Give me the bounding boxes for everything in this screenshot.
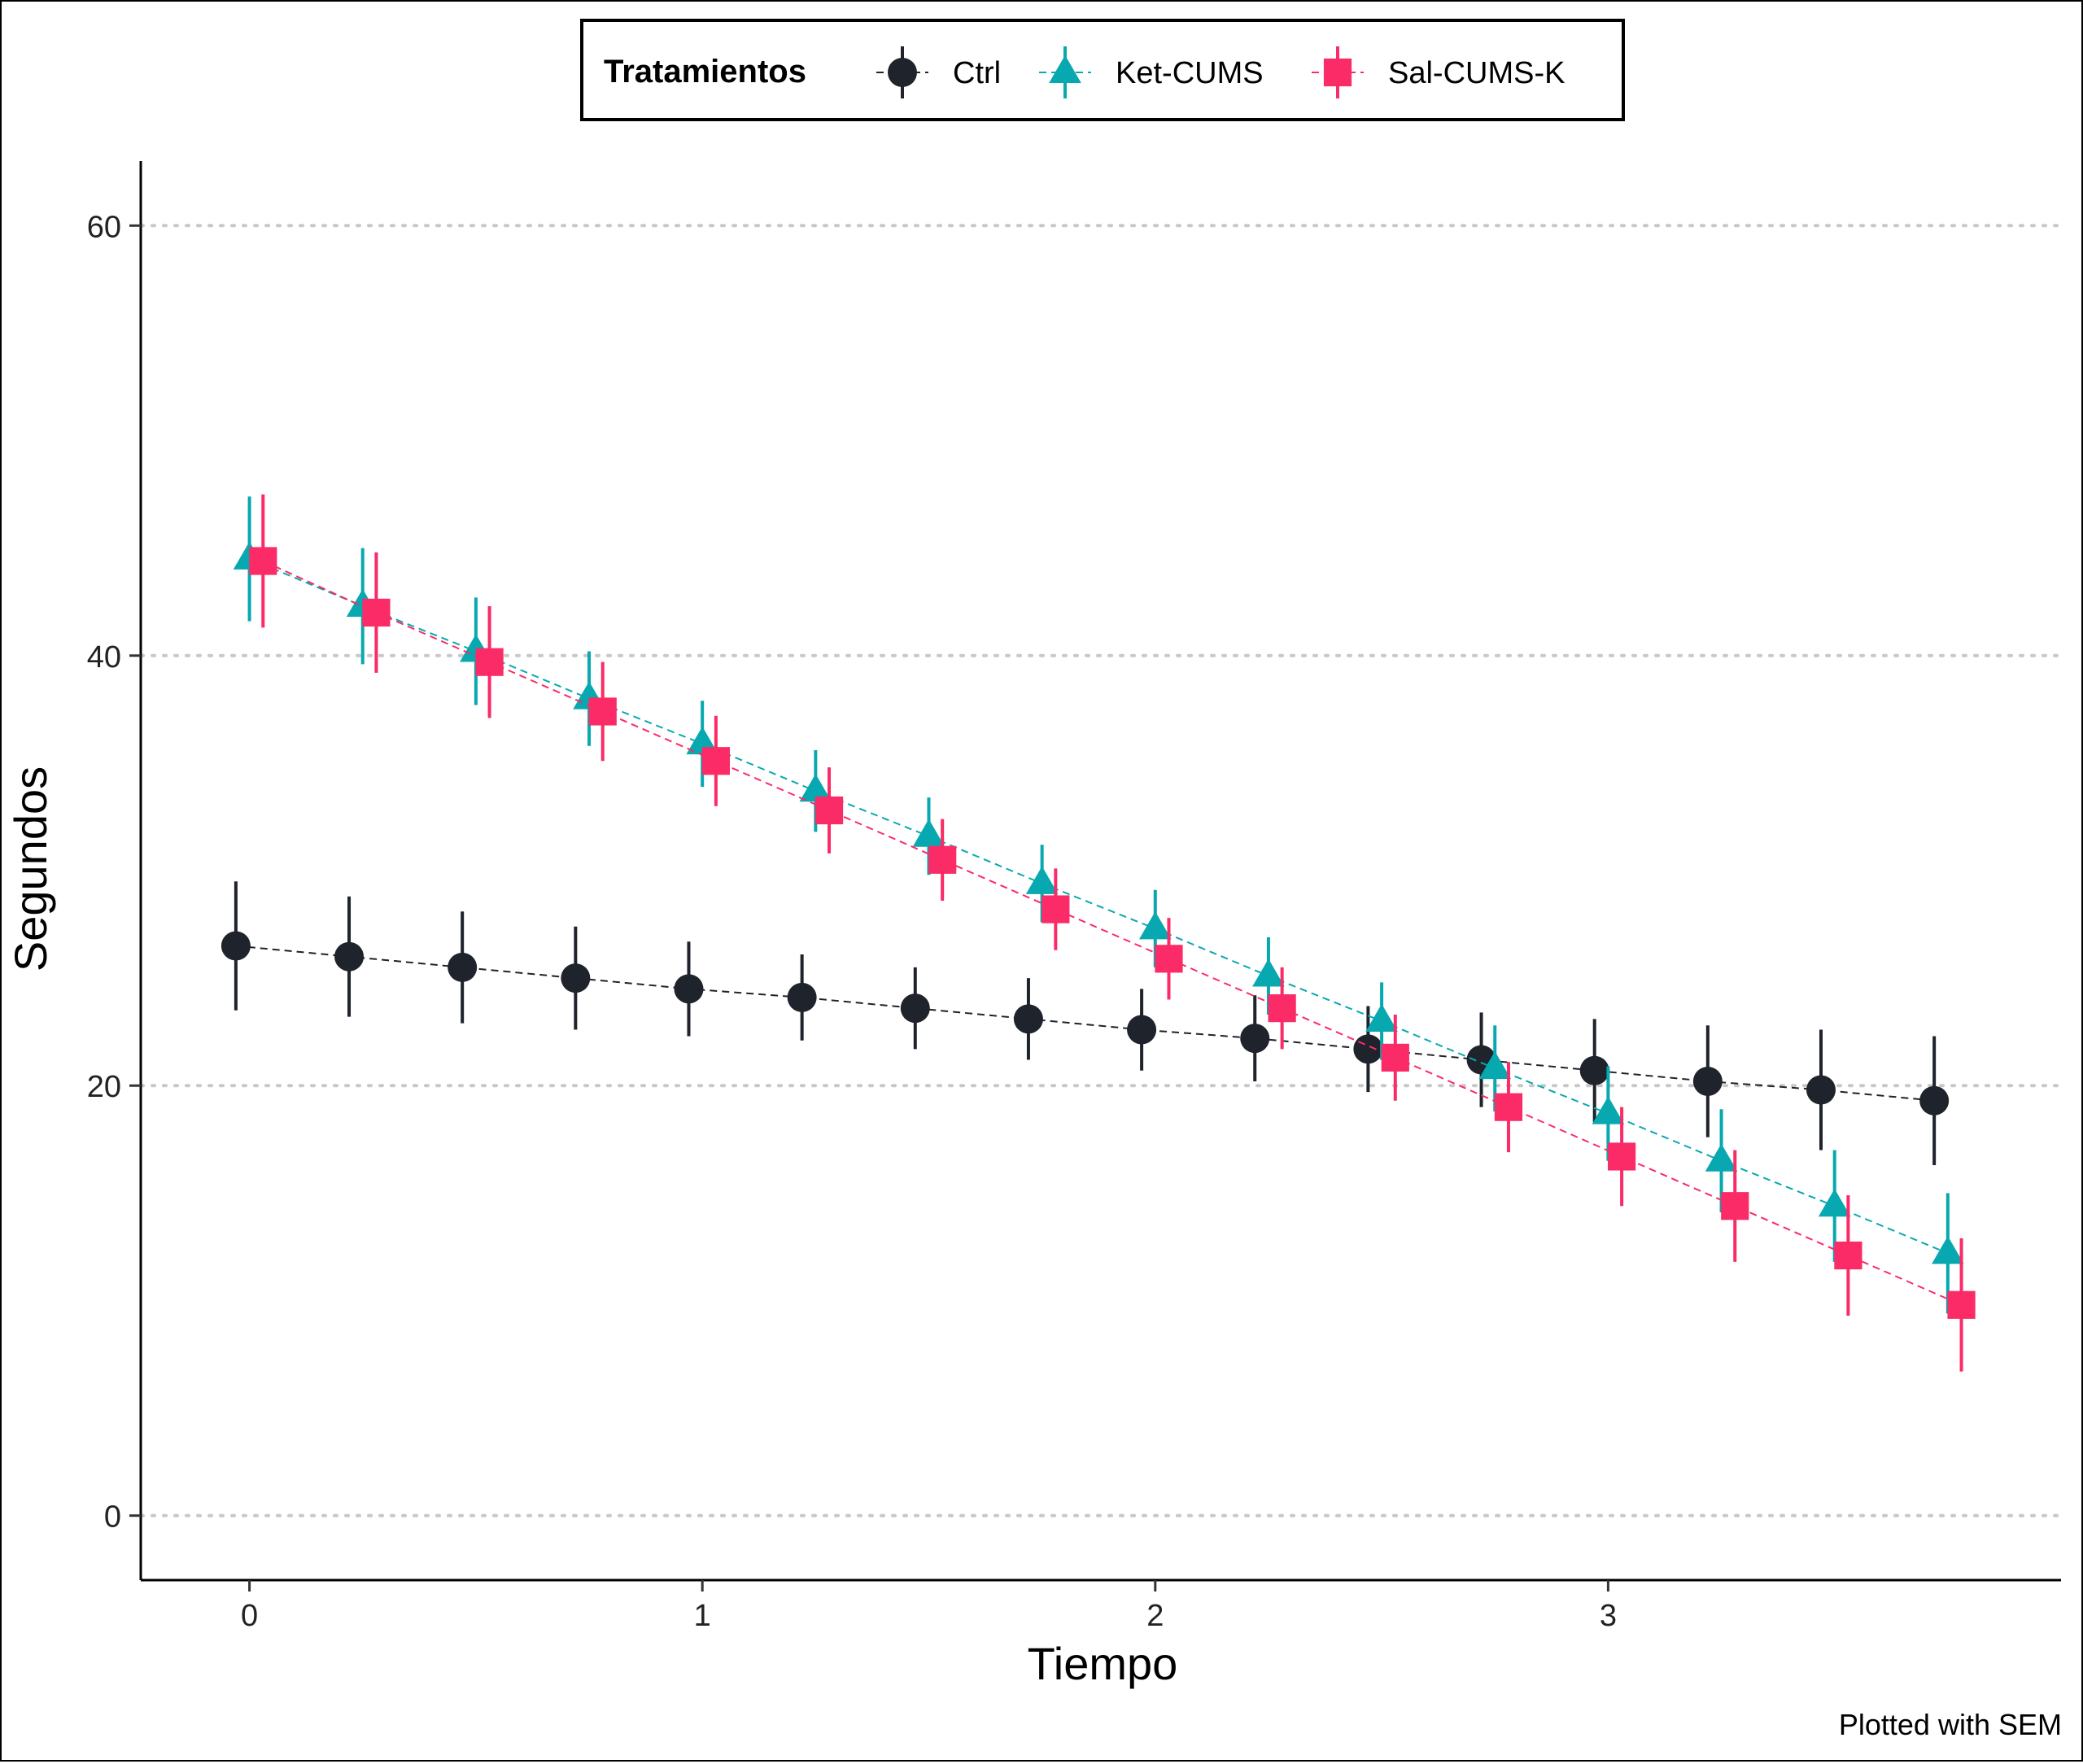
series-line: [249, 557, 1949, 1255]
legend-entry-label: Ctrl: [953, 56, 1001, 90]
legend-key-marker: [1323, 58, 1352, 87]
data-point: [1013, 1004, 1043, 1034]
legend-box: [580, 19, 1625, 121]
series-line: [262, 560, 1962, 1306]
data-point: [1381, 1043, 1409, 1072]
data-point: [1592, 1096, 1625, 1124]
x-tick-label: 2: [1146, 1599, 1164, 1633]
data-point: [1365, 1003, 1398, 1032]
data-point: [1607, 1142, 1636, 1171]
data-point: [1579, 1055, 1609, 1085]
data-point: [1806, 1075, 1836, 1105]
data-point: [334, 941, 365, 972]
gridlines: [139, 224, 2063, 1517]
y-tick-label: 60: [87, 210, 121, 244]
legend-key-ket-cums: Ket-CUMS: [1039, 46, 1264, 98]
x-tick-label: 1: [694, 1599, 711, 1633]
data-point: [799, 774, 832, 802]
data-point: [1252, 958, 1285, 987]
data-point: [221, 931, 251, 961]
y-tick-label: 20: [87, 1070, 121, 1104]
legend: Tratamientos Ctrl Ket-CUMS Sal-CUMS-K: [580, 19, 1625, 121]
series-layer: [221, 494, 1976, 1372]
y-axis: 0 20 40 60: [87, 161, 142, 1580]
x-axis: 0 1 2 3: [141, 1578, 2061, 1633]
x-tick-label: 3: [1600, 1599, 1617, 1633]
series-sal-cums-k: [249, 494, 1976, 1372]
series-ctrl: [221, 881, 1950, 1166]
x-axis-title: Tiempo: [1028, 1638, 1178, 1689]
data-point: [701, 747, 730, 775]
data-point: [1240, 1024, 1270, 1054]
data-point: [1932, 1236, 1964, 1264]
data-point: [1127, 1015, 1157, 1045]
y-axis-title: Segundos: [5, 766, 56, 972]
data-point: [787, 982, 817, 1012]
data-point: [1818, 1189, 1851, 1217]
data-point: [588, 697, 617, 726]
x-tick-label: 0: [241, 1599, 258, 1633]
data-point: [1353, 1034, 1383, 1064]
data-point: [1947, 1290, 1976, 1319]
data-point: [448, 952, 478, 982]
series-line: [235, 945, 1935, 1102]
data-point: [814, 796, 844, 825]
data-point: [674, 974, 704, 1004]
data-point: [561, 963, 591, 993]
data-point: [1705, 1143, 1738, 1172]
legend-entry-label: Ket-CUMS: [1116, 56, 1264, 90]
data-point: [1155, 945, 1183, 973]
data-point: [900, 993, 930, 1024]
legend-title: Tratamientos: [604, 54, 806, 90]
data-point: [1268, 994, 1296, 1023]
data-point: [1494, 1093, 1523, 1121]
legend-key-marker: [1049, 55, 1081, 83]
series-ket-cums: [233, 496, 1964, 1314]
legend-entry-label: Sal-CUMS-K: [1388, 56, 1565, 90]
data-point: [1478, 1050, 1512, 1080]
data-point: [362, 598, 391, 627]
data-point: [912, 819, 945, 847]
y-tick-label: 40: [87, 640, 121, 675]
data-point: [1025, 866, 1059, 894]
legend-key-ctrl: Ctrl: [876, 46, 1001, 98]
data-point: [475, 648, 504, 676]
data-point: [249, 547, 277, 575]
data-point: [1692, 1066, 1723, 1096]
caption: Plotted with SEM: [1839, 1708, 2062, 1741]
data-point: [928, 845, 957, 874]
legend-key-sal-cums-k: Sal-CUMS-K: [1312, 46, 1565, 98]
data-point: [1721, 1192, 1749, 1220]
data-point: [1138, 911, 1172, 940]
legend-key-marker: [888, 58, 917, 87]
data-point: [1834, 1241, 1862, 1270]
y-tick-label: 0: [104, 1500, 121, 1535]
data-point: [1042, 895, 1070, 923]
data-point: [1919, 1085, 1950, 1116]
